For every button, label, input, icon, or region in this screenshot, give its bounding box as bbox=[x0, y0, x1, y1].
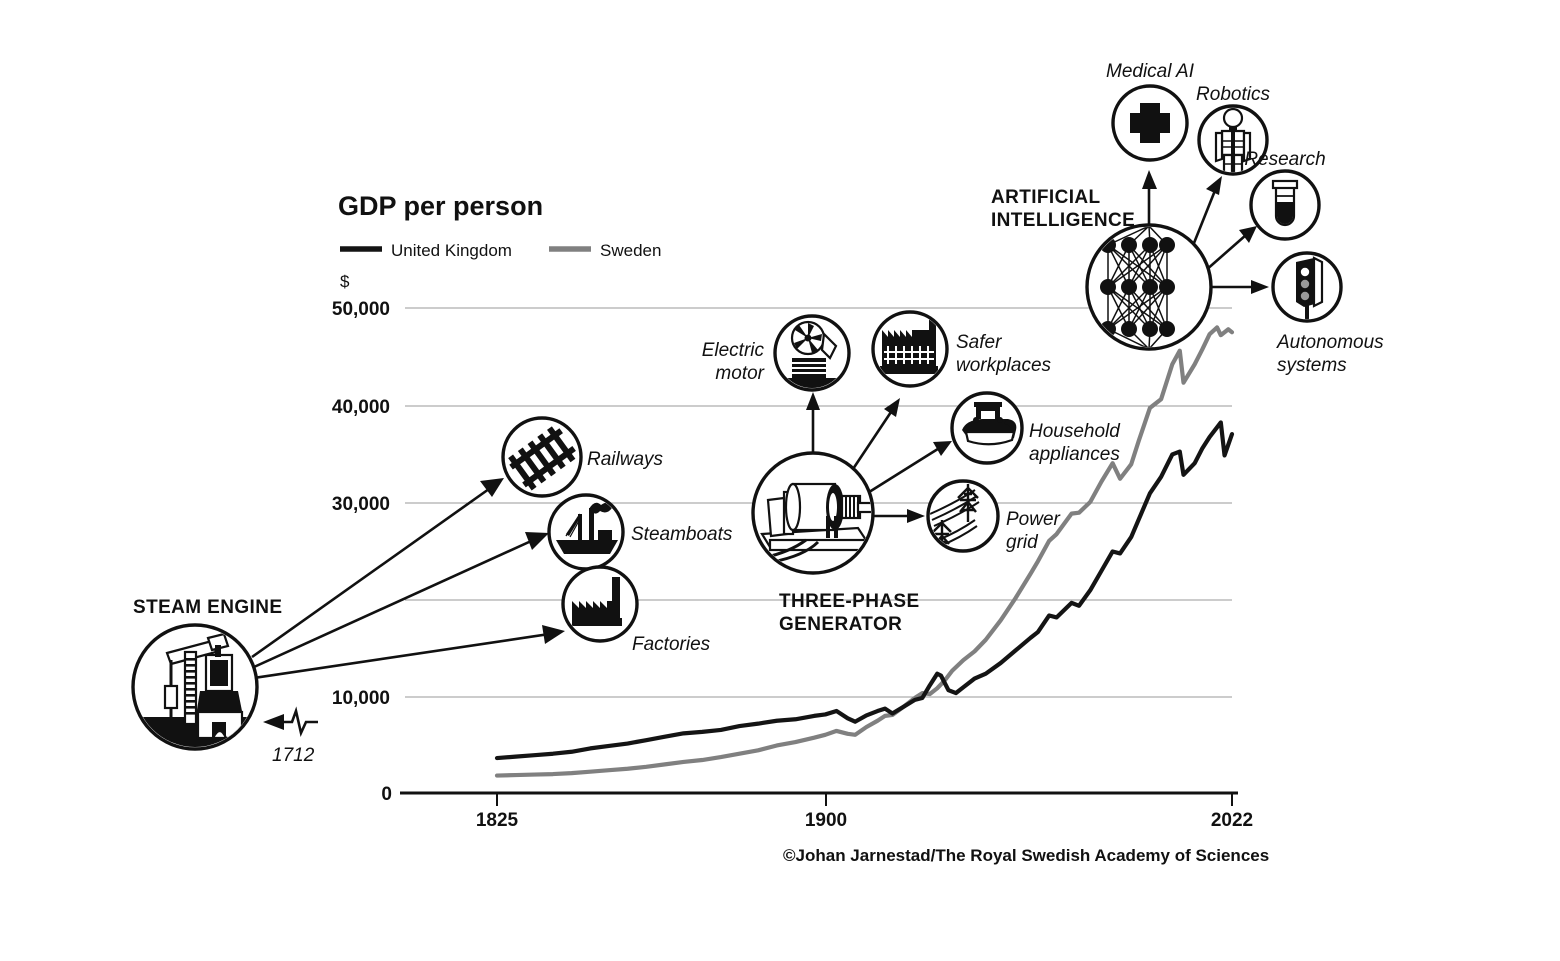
y-tick-label-50000: 50,000 bbox=[332, 299, 390, 320]
legend-label-uk: United Kingdom bbox=[391, 241, 512, 260]
arrowhead-electric-motor bbox=[806, 392, 820, 410]
traffic-light-icon bbox=[1296, 256, 1324, 319]
branch-label-safer-workplaces-line1: Safer bbox=[956, 332, 1002, 353]
branch-electric-motor[interactable]: Electric motor bbox=[702, 314, 851, 392]
arrowhead-steamboats bbox=[525, 532, 549, 550]
robot-icon bbox=[1214, 108, 1252, 172]
arrowhead-autonomous-systems bbox=[1251, 280, 1269, 294]
arrowhead-household-appliances bbox=[933, 441, 952, 456]
arrowhead-factories bbox=[542, 625, 565, 644]
arrowhead-robotics bbox=[1206, 176, 1222, 195]
branch-label-power-grid-line1: Power bbox=[1006, 509, 1061, 530]
axis-y: 50,000 40,000 30,000 10,000 0 bbox=[332, 299, 392, 805]
branch-label-autonomous-systems-line2: systems bbox=[1277, 355, 1347, 376]
factory-icon bbox=[572, 577, 622, 626]
branch-label-electric-motor-line2: motor bbox=[715, 363, 764, 384]
branch-label-robotics: Robotics bbox=[1196, 84, 1270, 105]
branch-label-autonomous-systems-line1: Autonomous bbox=[1276, 332, 1384, 353]
x-tick-label-1900: 1900 bbox=[805, 810, 847, 831]
branch-label-safer-workplaces-line2: workplaces bbox=[956, 355, 1052, 376]
legend: United Kingdom Sweden bbox=[340, 241, 661, 260]
branch-label-steamboats: Steamboats bbox=[631, 524, 733, 545]
series-group bbox=[494, 325, 1235, 778]
railway-track-icon bbox=[508, 426, 576, 491]
branch-robotics[interactable]: Robotics bbox=[1196, 84, 1270, 176]
spark-zigzag-icon bbox=[284, 706, 318, 738]
y-tick-label-40000: 40,000 bbox=[332, 397, 390, 418]
arrowhead-railways bbox=[480, 478, 504, 497]
page-title: GDP per person bbox=[338, 191, 543, 221]
branch-label-household-appliances-line1: Household bbox=[1029, 421, 1121, 442]
y-tick-label-30000: 30,000 bbox=[332, 494, 390, 515]
branch-label-electric-motor-line1: Electric bbox=[702, 340, 765, 361]
credit-line: ©Johan Jarnestad/The Royal Swedish Acade… bbox=[783, 846, 1269, 865]
ai-connectors bbox=[1142, 170, 1269, 294]
branch-label-factories: Factories bbox=[632, 634, 711, 655]
test-tube-icon bbox=[1271, 179, 1299, 227]
cluster-steam-engine[interactable]: STEAM ENGINE bbox=[131, 416, 733, 766]
branch-autonomous-systems[interactable]: Autonomous systems bbox=[1271, 251, 1384, 376]
branch-label-power-grid-line2: grid bbox=[1006, 532, 1039, 553]
factory-windows-icon bbox=[880, 318, 938, 374]
medical-cross-icon bbox=[1130, 103, 1170, 143]
generator-connectors bbox=[806, 392, 952, 523]
branch-power-grid[interactable]: Power grid bbox=[926, 479, 1061, 553]
arrowhead-safer-workplaces bbox=[884, 398, 900, 417]
cluster-label-generator-line1: THREE-PHASE bbox=[779, 591, 920, 612]
cluster-label-generator-line2: GENERATOR bbox=[779, 614, 902, 635]
branch-factories[interactable]: Factories bbox=[561, 565, 711, 655]
steam-engine-icon[interactable] bbox=[131, 623, 259, 751]
cluster-label-steam-engine: STEAM ENGINE bbox=[133, 597, 282, 618]
cluster-label-ai-line1: ARTIFICIAL bbox=[991, 187, 1101, 208]
y-tick-label-10000: 10,000 bbox=[332, 688, 390, 709]
x-tick-label-1825: 1825 bbox=[476, 810, 519, 831]
generator-icon[interactable] bbox=[751, 451, 876, 575]
x-tick-label-2022: 2022 bbox=[1211, 810, 1253, 831]
clothes-iron-icon bbox=[962, 402, 1017, 446]
y-axis-unit-label: $ bbox=[340, 272, 350, 291]
branch-household-appliances[interactable]: Household appliances bbox=[950, 391, 1121, 465]
branch-railways[interactable]: Railways bbox=[501, 416, 664, 498]
branch-label-research: Research bbox=[1244, 149, 1325, 170]
neural-network-icon[interactable] bbox=[1085, 223, 1213, 351]
axis-x: 1825 1900 2022 bbox=[400, 791, 1253, 831]
branch-label-railways: Railways bbox=[587, 449, 664, 470]
branch-medical-ai[interactable]: Medical AI bbox=[1106, 61, 1195, 162]
y-tick-label-0: 0 bbox=[381, 784, 392, 805]
steam-engine-year-marker: 1712 bbox=[263, 706, 318, 766]
branch-steamboats[interactable]: Steamboats bbox=[547, 493, 733, 571]
arrowhead-research bbox=[1239, 226, 1257, 243]
legend-label-sweden: Sweden bbox=[600, 241, 661, 260]
arrowhead-power-grid bbox=[907, 509, 925, 523]
branch-label-medical-ai: Medical AI bbox=[1106, 61, 1195, 82]
cluster-label-ai-line2: INTELLIGENCE bbox=[991, 210, 1135, 231]
steam-engine-connectors bbox=[251, 478, 565, 680]
arrowhead-medical-ai bbox=[1142, 170, 1157, 189]
left-arrow-icon bbox=[263, 714, 284, 730]
series-line-united-kingdom bbox=[494, 420, 1235, 761]
cluster-three-phase-generator[interactable]: THREE-PHASE GENERATOR bbox=[702, 310, 1122, 635]
cluster-artificial-intelligence[interactable]: ARTIFICIAL INTELLIGENCE bbox=[991, 61, 1384, 376]
electric-motor-icon bbox=[782, 320, 842, 388]
steam-engine-year-label: 1712 bbox=[272, 745, 315, 766]
series-line-sweden bbox=[494, 325, 1235, 778]
branch-label-household-appliances-line2: appliances bbox=[1029, 444, 1120, 465]
steamboat-icon bbox=[556, 502, 618, 554]
branch-research[interactable]: Research bbox=[1244, 149, 1326, 241]
branch-safer-workplaces[interactable]: Safer workplaces bbox=[871, 310, 1052, 388]
